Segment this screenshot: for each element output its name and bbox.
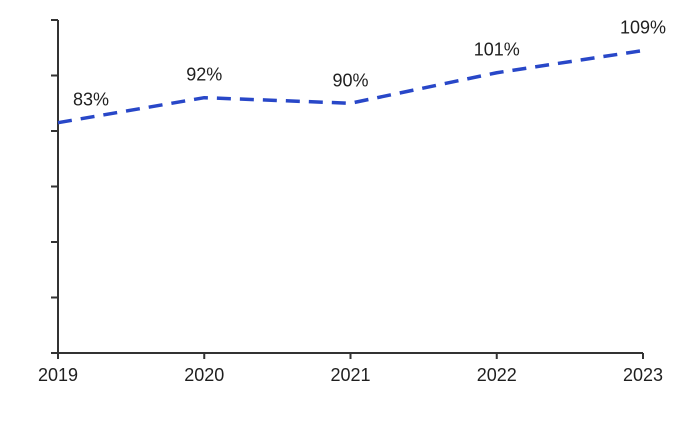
data-point-label: 90% [332, 70, 368, 90]
x-axis-label: 2022 [477, 365, 517, 385]
x-axis-label: 2020 [184, 365, 224, 385]
data-point-label: 101% [474, 40, 520, 60]
x-axis-label: 2021 [330, 365, 370, 385]
series-line [57, 48, 644, 125]
x-axis-label: 2023 [623, 365, 663, 385]
data-point-label: 83% [73, 90, 109, 110]
data-point-label: 92% [186, 65, 222, 85]
x-axis-label: 2019 [38, 365, 78, 385]
data-point-label: 109% [620, 18, 666, 38]
